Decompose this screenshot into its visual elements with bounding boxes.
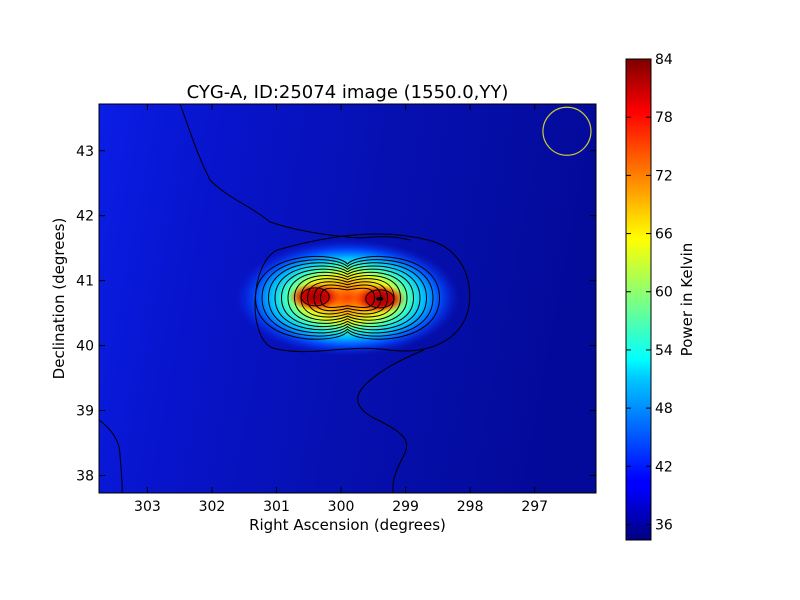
contour-level <box>280 268 415 328</box>
colorbar-tick-label: 60 <box>655 285 673 301</box>
colorbar-tick-label: 66 <box>655 227 673 243</box>
colorbar-tick-label: 72 <box>655 168 673 184</box>
contour-lines <box>99 104 471 493</box>
x-tick-label: 297 <box>521 499 548 515</box>
y-tick-label: 41 <box>76 274 94 290</box>
contour-source-2 <box>365 289 395 309</box>
contour-peak <box>376 296 384 301</box>
colorbar <box>625 58 652 541</box>
contour-level <box>319 287 376 309</box>
contour-lower <box>357 349 425 493</box>
contour-level <box>306 281 389 315</box>
y-axis-label: Declination (degrees) <box>50 218 68 380</box>
y-tick-label: 39 <box>76 404 94 420</box>
contour-level <box>267 262 428 334</box>
y-tick-label: 40 <box>76 339 94 355</box>
x-tick-label: 300 <box>328 499 355 515</box>
x-tick-label: 303 <box>134 499 161 515</box>
x-tick-label: 299 <box>392 499 419 515</box>
contour-source-1 <box>300 287 330 307</box>
heatmap-area <box>99 104 596 493</box>
y-tick-label: 42 <box>76 209 94 225</box>
colorbar-axis: 36 42 48 54 60 66 72 78 84 <box>626 52 673 533</box>
plot-frame <box>98 103 597 494</box>
x-tick-label: 301 <box>263 499 290 515</box>
emission-halo <box>235 239 460 356</box>
y-tick-label: 43 <box>76 144 94 160</box>
colorbar-tick-label: 54 <box>655 343 673 359</box>
x-tick-label: 298 <box>457 499 484 515</box>
source-emission <box>235 239 460 356</box>
contour-level <box>293 274 402 321</box>
colorbar-tick-label: 48 <box>655 401 673 417</box>
contour-level <box>261 259 434 337</box>
contour-level <box>254 256 441 340</box>
colorbar-tick-label: 42 <box>655 459 673 475</box>
colorbar-tick-label: 36 <box>655 517 673 533</box>
contour-outer <box>254 233 471 353</box>
contour-level <box>287 271 408 324</box>
x-tick-label: 302 <box>199 499 226 515</box>
x-axis: 303 302 301 300 299 298 297 <box>134 104 548 515</box>
contour-upper <box>179 104 411 241</box>
y-axis: 38 39 40 41 42 43 <box>76 144 596 484</box>
chart-title: CYG-A, ID:25074 image (1550.0,YY) <box>187 82 509 103</box>
y-tick-label: 38 <box>76 468 94 484</box>
x-axis-label: Right Ascension (degrees) <box>249 516 446 534</box>
colorbar-label: Power in Kelvin <box>678 243 696 357</box>
contour-level <box>274 265 421 331</box>
colorbar-tick-label: 84 <box>655 52 673 68</box>
contour-corner <box>99 419 123 493</box>
beam-marker <box>542 106 592 156</box>
colorbar-tick-label: 78 <box>655 110 673 126</box>
